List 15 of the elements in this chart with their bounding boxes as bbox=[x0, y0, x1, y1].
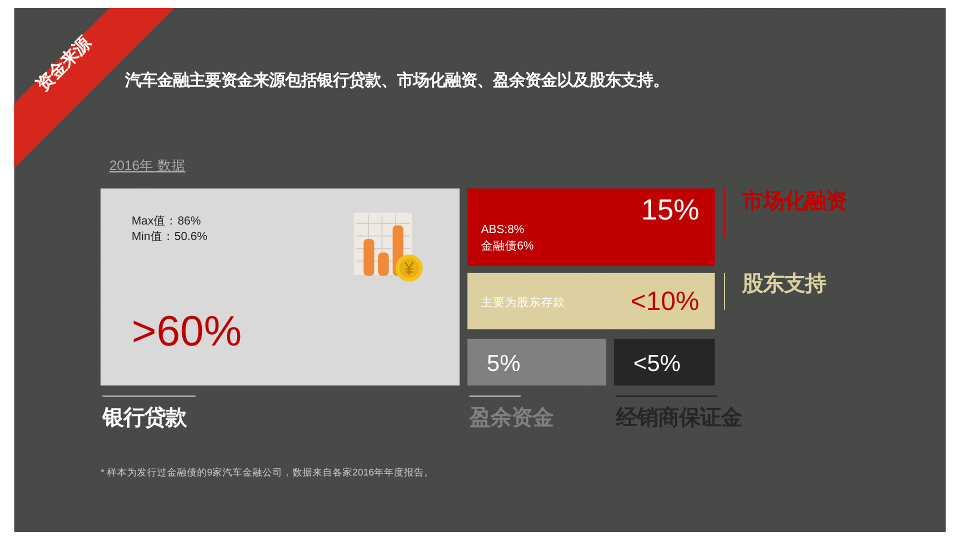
text: Min值：50.6% bbox=[132, 230, 208, 243]
text: ABS:8% bbox=[480, 223, 524, 236]
category-label: 市场化融资 bbox=[741, 188, 847, 214]
text: 金融债6% bbox=[480, 240, 534, 253]
text: Max值：86% bbox=[132, 214, 201, 228]
data-label: >60% bbox=[132, 308, 242, 356]
data-label: <5% bbox=[633, 350, 681, 376]
text: 主要为股东存款 bbox=[480, 296, 565, 309]
data-label: <10% bbox=[630, 286, 700, 316]
data-label: 5% bbox=[486, 350, 521, 376]
data-label: 15% bbox=[641, 194, 700, 227]
text: * 样本为发行过金融债的9家汽车金融公司，数据来自各家2016年年度报告。 bbox=[100, 466, 434, 479]
category-label: 股东支持 bbox=[741, 271, 826, 296]
category-label: 盈余资金 bbox=[468, 405, 554, 430]
category-label: 银行贷款 bbox=[102, 405, 188, 430]
